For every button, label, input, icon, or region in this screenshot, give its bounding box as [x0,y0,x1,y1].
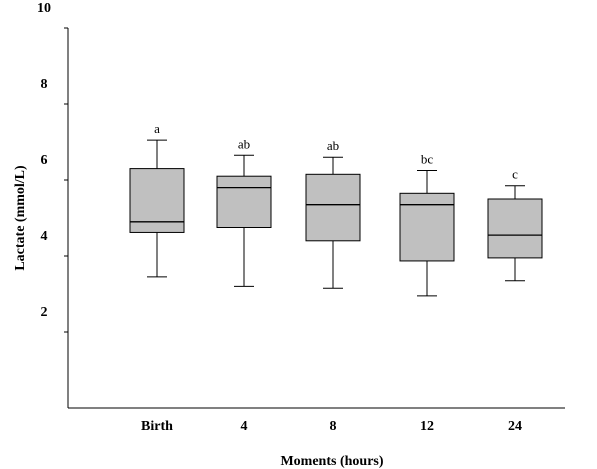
y-tick-label: 2 [41,305,48,320]
box-iqr [305,173,361,242]
box-iqr [216,175,272,228]
y-tick-label: 6 [41,153,48,168]
significance-label: ab [327,138,339,153]
significance-label: ab [238,136,250,151]
box-iqr [487,198,543,259]
box-2: ab [216,136,272,287]
x-tick-label: 8 [330,419,337,434]
x-tick-label: Birth [141,419,173,434]
box-4: bc [399,152,455,297]
significance-label: c [512,167,518,182]
y-ticks: 2 4 6 8 10 [37,1,68,333]
y-tick-label: 4 [41,229,48,244]
box-3: ab [305,138,361,289]
y-tick-label: 8 [41,77,48,92]
box-5: c [487,167,543,282]
y-tick-label: 10 [37,1,51,16]
significance-label: a [154,121,160,136]
x-axis: Birth 4 8 12 24 [68,407,565,434]
significance-label: bc [421,152,434,167]
x-tick-label: 4 [241,419,248,434]
box-iqr [399,192,455,262]
x-tick-label: 12 [420,419,434,434]
x-tick-label: 24 [508,419,522,434]
x-ticks: Birth 4 8 12 24 [141,419,522,434]
y-axis: 2 4 6 8 10 [37,1,69,408]
box-iqr [129,168,185,233]
box-1: a [129,121,185,278]
box-series: a ab ab bc c [129,121,543,297]
x-axis-title: Moments (hours) [280,454,383,469]
y-axis-title: Lactate (mmol/L) [13,165,28,271]
